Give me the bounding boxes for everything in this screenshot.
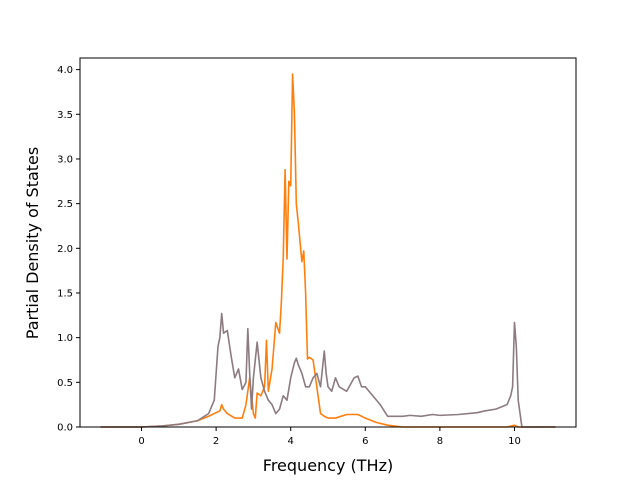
plot-lines — [100, 73, 556, 428]
y-tick-label: 0.0 — [57, 423, 73, 434]
x-axis-label: Frequency (THz) — [263, 456, 393, 475]
y-tick-label: 1.5 — [57, 288, 73, 299]
x-tick-label: 6 — [362, 436, 368, 447]
x-tick-label: 10 — [508, 436, 521, 447]
y-axis-ticks: 0.0 0.5 1.0 1.5 2.0 2.5 3.0 3.5 4.0 — [57, 65, 80, 434]
y-tick-label: 3.0 — [57, 154, 73, 165]
x-tick-label: 4 — [288, 436, 294, 447]
x-tick-label: 0 — [138, 436, 144, 447]
x-tick-label: 8 — [437, 436, 443, 447]
y-tick-label: 3.5 — [57, 110, 73, 121]
y-tick-label: 0.5 — [57, 378, 73, 389]
series-line-2 — [100, 312, 556, 428]
axes-frame — [79, 57, 577, 428]
y-tick-label: 1.0 — [57, 333, 73, 344]
y-tick-label: 2.0 — [57, 244, 73, 255]
y-tick-label: 4.0 — [57, 65, 73, 76]
series-line-1 — [100, 73, 556, 428]
y-tick-label: 2.5 — [57, 199, 73, 210]
x-axis-ticks: 0 2 4 6 8 10 — [138, 427, 521, 447]
y-axis-label: Partial Density of States — [23, 147, 42, 339]
x-tick-label: 2 — [213, 436, 219, 447]
